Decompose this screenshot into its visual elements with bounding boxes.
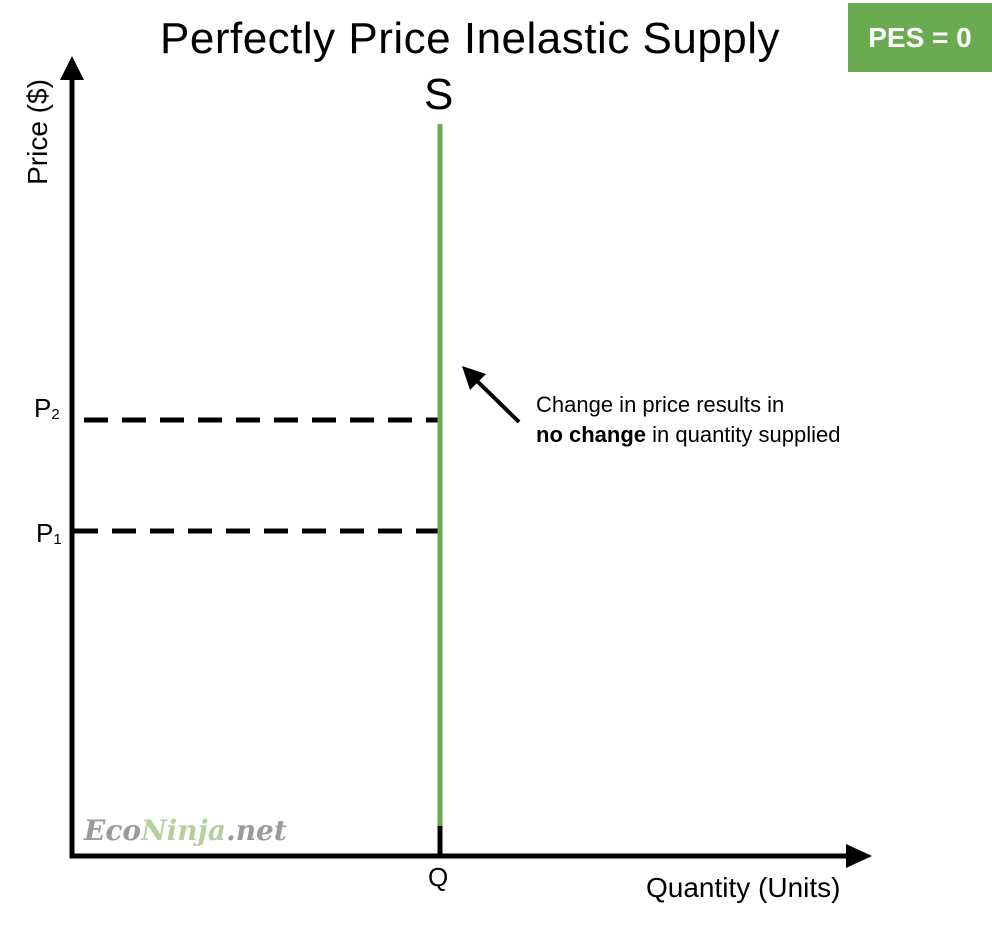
- y-axis-label: Price ($): [22, 79, 53, 185]
- chart-title: Perfectly Price Inelastic Supply: [160, 14, 781, 63]
- tick-p2-sub: 2: [51, 406, 60, 423]
- tick-label-p1: P1: [36, 518, 62, 549]
- annotation-text: Change in price results in no change in …: [536, 390, 840, 450]
- tick-p2-main: P: [34, 393, 52, 423]
- annotation-arrow-shaft: [474, 378, 521, 424]
- annotation-rest: in quantity supplied: [646, 422, 841, 447]
- annotation-line-2: no change in quantity supplied: [536, 420, 840, 450]
- tick-p1-main: P: [36, 518, 54, 548]
- watermark-part-2: Ninja: [141, 814, 226, 847]
- annotation-bold: no change: [536, 422, 647, 447]
- tick-p1-sub: 1: [53, 531, 62, 548]
- x-axis-label: Quantity (Units): [646, 872, 841, 903]
- econinja-watermark: EcoNinja.net: [84, 814, 287, 847]
- watermark-part-3: .net: [225, 814, 287, 847]
- annotation-line-1: Change in price results in: [536, 392, 785, 417]
- x-axis-arrowhead: [846, 844, 872, 868]
- watermark-part-1: Eco: [84, 814, 142, 847]
- tick-label-q: Q: [428, 862, 449, 892]
- tick-label-p2: P2: [34, 393, 60, 424]
- y-axis-arrowhead: [60, 56, 84, 80]
- supply-curve-label: S: [424, 70, 454, 119]
- annotation-arrowhead: [462, 366, 486, 390]
- pes-badge: PES = 0: [848, 3, 992, 72]
